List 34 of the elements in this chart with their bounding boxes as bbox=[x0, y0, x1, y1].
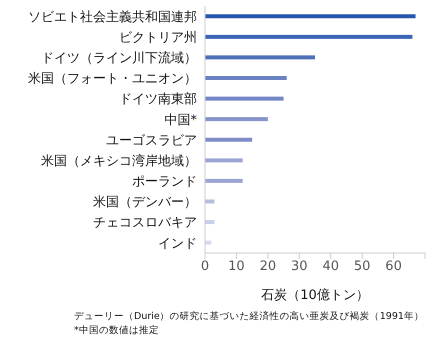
bar bbox=[205, 199, 214, 204]
bar bbox=[205, 76, 287, 80]
y-tick-label: ユーゴスラビア bbox=[106, 133, 197, 148]
text: *中国の数値は推定 bbox=[74, 324, 160, 338]
x-tick-label: 40 bbox=[322, 259, 339, 274]
bar bbox=[205, 14, 416, 18]
bar bbox=[205, 34, 412, 39]
y-tick-label: ビクトリア州 bbox=[119, 30, 197, 46]
x-tick-label: 20 bbox=[260, 259, 276, 274]
x-tick-label: 60 bbox=[385, 259, 402, 274]
y-tick-label: ドイツ南東部 bbox=[119, 92, 197, 108]
bar bbox=[205, 138, 252, 142]
y-tick-label: ドイツ（ライン川下流域） bbox=[41, 50, 197, 66]
x-tick-label: 50 bbox=[354, 259, 370, 274]
y-tick-label: 中国* bbox=[164, 112, 198, 128]
bar bbox=[205, 240, 212, 245]
y-tick-label: 米国（デンバー） bbox=[93, 195, 197, 210]
bar bbox=[205, 55, 315, 60]
y-tick-label: ソビエト社会主義共和国連邦 bbox=[28, 8, 197, 25]
x-tick-label: 10 bbox=[228, 259, 245, 274]
bar bbox=[205, 117, 268, 122]
x-axis-title: 石炭（10億トン） bbox=[261, 288, 369, 303]
bar bbox=[205, 220, 214, 224]
bar bbox=[205, 96, 284, 101]
x-tick-label: 0 bbox=[200, 259, 210, 274]
y-tick-label: チェコスロバキア bbox=[93, 216, 197, 231]
y-tick-label: ポーランド bbox=[132, 174, 197, 190]
bar bbox=[205, 158, 243, 162]
y-tick-label: 米国（メキシコ湾岸地域） bbox=[41, 152, 197, 169]
bar bbox=[205, 178, 243, 183]
y-tick-label: 米国（フォート・ユニオン） bbox=[28, 72, 197, 87]
y-tick-label: インド bbox=[158, 236, 197, 252]
text: デューリー（Durie）の研究に基づいた経済性の高い亜炭及び褐炭（1991年） bbox=[74, 310, 424, 324]
x-tick-label: 30 bbox=[291, 259, 308, 274]
